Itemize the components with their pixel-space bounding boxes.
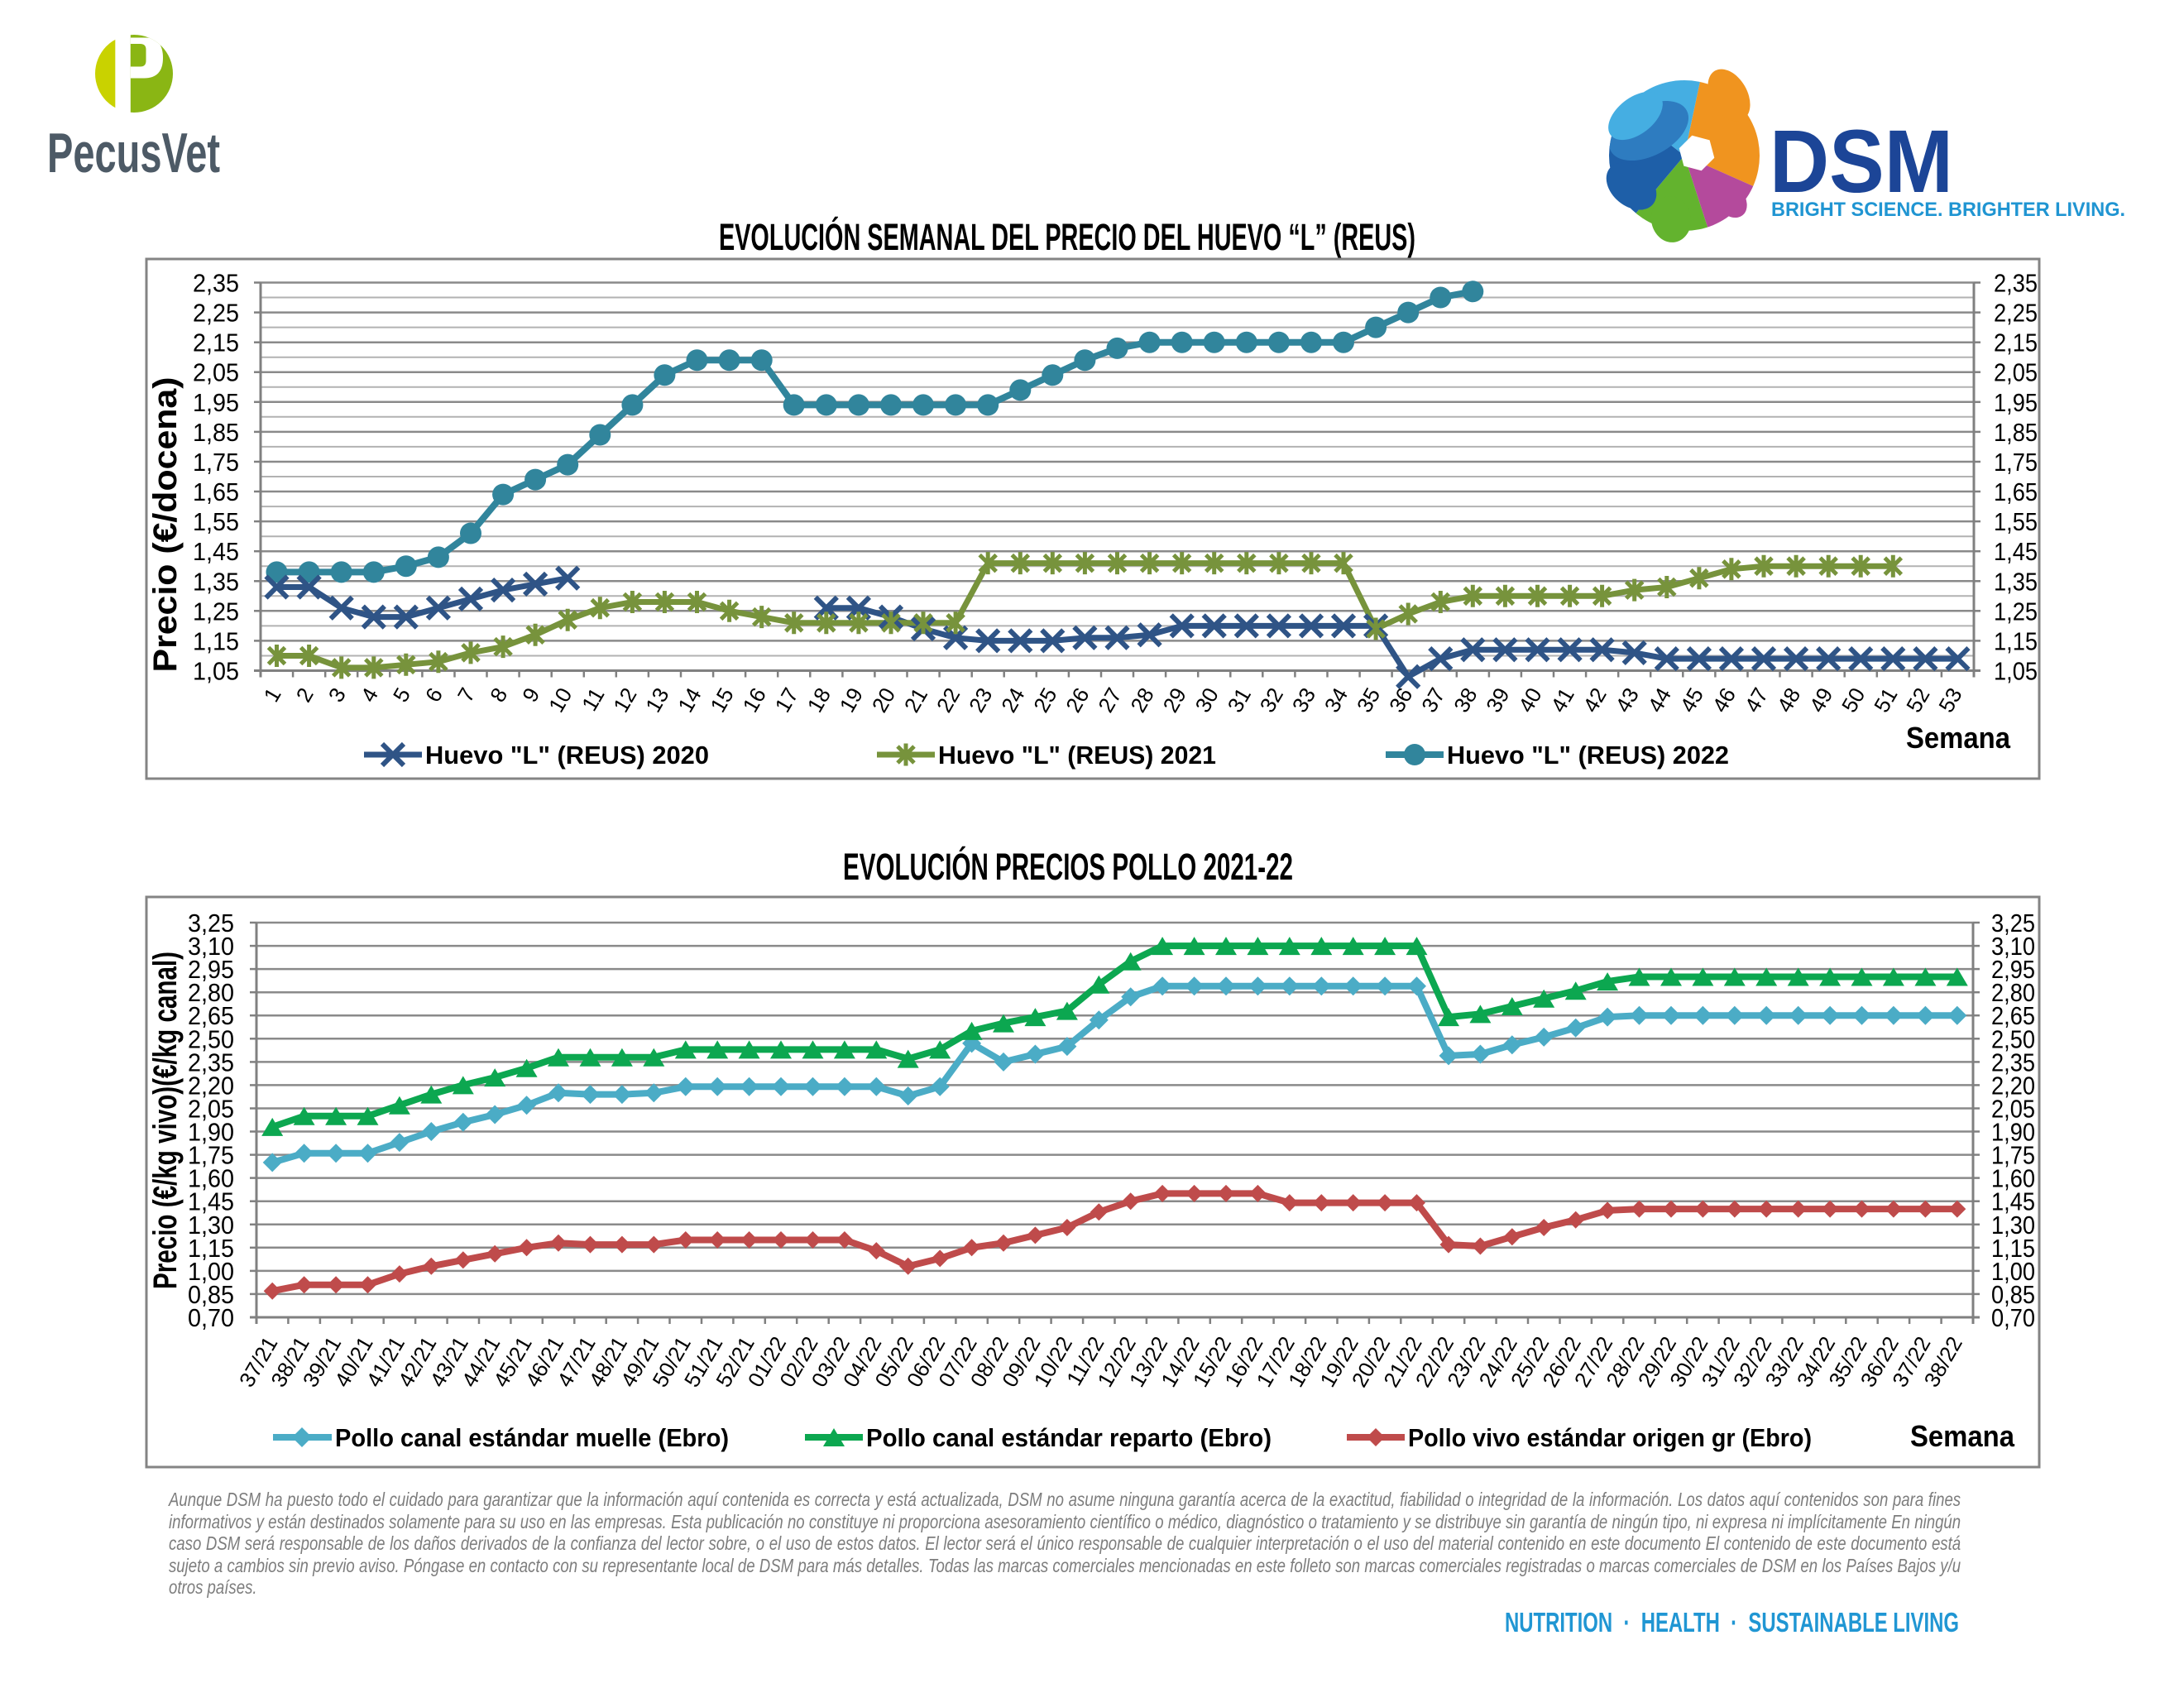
svg-text:1,75: 1,75 [1994,448,2038,477]
svg-text:1,65: 1,65 [193,477,239,506]
svg-text:2,95: 2,95 [188,955,234,984]
svg-text:Semana: Semana [1910,1419,2015,1453]
svg-text:EVOLUCIÓN PRECIOS POLLO 2021-2: EVOLUCIÓN PRECIOS POLLO 2021-22 [843,846,1293,888]
svg-text:1,65: 1,65 [1994,477,2038,506]
svg-text:1,75: 1,75 [1991,1141,2035,1170]
svg-text:Pollo vivo estándar origen gr: Pollo vivo estándar origen gr (Ebro) [1408,1423,1812,1452]
svg-text:2,05: 2,05 [1994,358,2038,387]
svg-text:0,85: 0,85 [188,1280,234,1309]
svg-text:1,05: 1,05 [193,657,239,686]
svg-text:2,25: 2,25 [193,299,239,328]
svg-text:1,60: 1,60 [1991,1164,2035,1193]
svg-text:2,35: 2,35 [193,269,239,298]
svg-text:PecusVet: PecusVet [47,122,220,185]
svg-text:1,45: 1,45 [1994,537,2038,566]
svg-text:3,25: 3,25 [1991,909,2035,938]
svg-text:2,05: 2,05 [188,1095,234,1124]
svg-text:0,85: 0,85 [1991,1280,2035,1309]
svg-text:1,45: 1,45 [188,1187,234,1216]
svg-text:1,55: 1,55 [193,507,239,536]
svg-text:2,95: 2,95 [1991,955,2035,984]
svg-text:2,50: 2,50 [188,1024,234,1053]
svg-text:1,75: 1,75 [193,448,239,477]
svg-text:3,10: 3,10 [1991,932,2035,961]
svg-text:2,50: 2,50 [1991,1024,2035,1053]
svg-text:1,15: 1,15 [193,626,239,655]
svg-text:1,85: 1,85 [193,418,239,447]
svg-text:0,70: 0,70 [1991,1303,2035,1332]
svg-text:1,35: 1,35 [193,567,239,596]
svg-text:1,45: 1,45 [1991,1187,2035,1216]
svg-text:1,90: 1,90 [1991,1118,2035,1147]
svg-text:DSM: DSM [1770,111,1953,211]
svg-text:1,85: 1,85 [1994,418,2038,447]
svg-text:3,10: 3,10 [188,932,234,961]
svg-text:2,05: 2,05 [193,358,239,387]
svg-text:2,20: 2,20 [188,1071,234,1100]
svg-text:Semana: Semana [1906,721,2011,755]
svg-text:2,05: 2,05 [1991,1095,2035,1124]
svg-text:Huevo "L" (REUS) 2022: Huevo "L" (REUS) 2022 [1447,741,1729,770]
svg-text:1,25: 1,25 [193,597,239,626]
svg-text:1,15: 1,15 [1991,1234,2035,1263]
svg-text:1,95: 1,95 [1994,388,2038,417]
svg-text:1,25: 1,25 [1994,597,2038,626]
svg-text:2,80: 2,80 [1991,978,2035,1007]
svg-text:1,75: 1,75 [188,1141,234,1170]
svg-text:0,70: 0,70 [188,1303,234,1332]
svg-text:1,15: 1,15 [188,1234,234,1263]
svg-text:Huevo "L" (REUS) 2020: Huevo "L" (REUS) 2020 [425,741,709,770]
svg-text:2,65: 2,65 [1991,1001,2035,1030]
svg-text:BRIGHT SCIENCE. BRIGHTER LIVIN: BRIGHT SCIENCE. BRIGHTER LIVING. [1771,199,2125,221]
svg-text:1,00: 1,00 [1991,1257,2035,1286]
svg-text:1,30: 1,30 [1991,1211,2035,1240]
svg-text:1,55: 1,55 [1994,507,2038,536]
svg-text:Pollo canal estándar muelle (E: Pollo canal estándar muelle (Ebro) [335,1423,729,1452]
svg-text:1,00: 1,00 [188,1257,234,1286]
svg-text:1,15: 1,15 [1994,626,2038,655]
svg-text:1,35: 1,35 [1994,567,2038,596]
svg-text:Pollo canal estándar reparto (: Pollo canal estándar reparto (Ebro) [866,1423,1272,1452]
svg-text:2,35: 2,35 [1991,1048,2035,1077]
svg-text:2,35: 2,35 [188,1048,234,1077]
svg-text:2,80: 2,80 [188,978,234,1007]
svg-text:3,25: 3,25 [188,909,234,938]
svg-text:1,30: 1,30 [188,1211,234,1240]
svg-text:1,60: 1,60 [188,1164,234,1193]
svg-text:NUTRITION · HEALTH · SUSTA: NUTRITION · HEALTH · SUSTAINABLE LIVING [1505,1607,1959,1638]
svg-text:EVOLUCIÓN SEMANAL DEL PRECIO D: EVOLUCIÓN SEMANAL DEL PRECIO DEL HUEVO “… [719,216,1415,258]
svg-text:2,35: 2,35 [1994,269,2038,298]
svg-text:1,45: 1,45 [193,537,239,566]
svg-text:1,05: 1,05 [1994,657,2038,686]
svg-text:Huevo "L" (REUS) 2021: Huevo "L" (REUS) 2021 [938,741,1216,770]
svg-text:Precio (€/docena): Precio (€/docena) [147,377,184,673]
svg-text:2,15: 2,15 [193,328,239,357]
svg-text:Precio (€/kg vivo)(€/kg canal): Precio (€/kg vivo)(€/kg canal) [147,952,184,1289]
svg-text:2,20: 2,20 [1991,1071,2035,1100]
svg-text:1,95: 1,95 [193,388,239,417]
svg-text:2,25: 2,25 [1994,299,2038,328]
svg-text:2,65: 2,65 [188,1001,234,1030]
svg-text:2,15: 2,15 [1994,328,2038,357]
svg-text:1,90: 1,90 [188,1118,234,1147]
